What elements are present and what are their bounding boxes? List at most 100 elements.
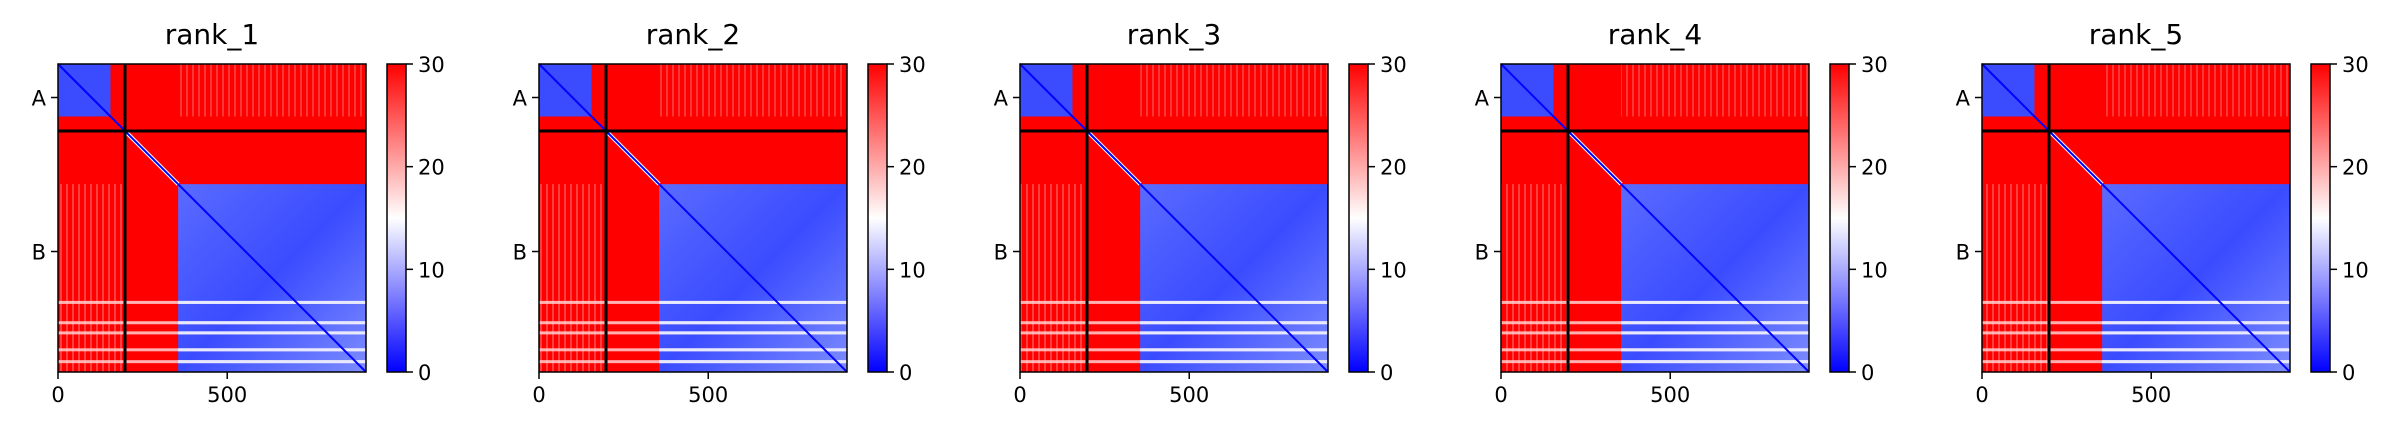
colorbar-frame — [386, 63, 407, 373]
y-tick-label: A — [1475, 87, 1490, 111]
colorbar-tick-label: 20 — [418, 156, 445, 180]
y-tick-label: A — [1956, 87, 1971, 111]
colorbar-tick-label: 20 — [899, 156, 926, 180]
y-tick-label: A — [32, 87, 47, 111]
y-tick-label: B — [513, 241, 527, 265]
offdiag-region-AB — [1140, 64, 1328, 117]
colorbar-tick-label: 20 — [1380, 156, 1407, 180]
colorbar-tick-label: 10 — [899, 258, 926, 282]
panel-title: rank_1 — [165, 18, 259, 51]
x-tick-label: 500 — [688, 383, 728, 407]
offdiag-region-AB — [1621, 64, 1809, 117]
band-row-b — [2102, 300, 2290, 304]
band-row-b — [2102, 348, 2290, 352]
x-tick-label: 0 — [1013, 383, 1026, 407]
diagonal — [1500, 63, 1810, 373]
colorbar — [387, 64, 406, 372]
y-tick-label: B — [1475, 241, 1489, 265]
band-row-b — [659, 300, 847, 304]
band-row-b — [1621, 300, 1809, 304]
panel-title: rank_4 — [1608, 18, 1702, 51]
band-row-b — [1140, 331, 1328, 335]
y-tick-label: B — [1956, 241, 1970, 265]
axes-frame — [1500, 63, 1810, 373]
band-row-b — [1621, 360, 1809, 364]
diagonal-link-core — [1086, 130, 1141, 185]
band-row-b — [659, 331, 847, 335]
colorbar — [868, 64, 887, 372]
band-row-b — [178, 348, 366, 352]
panel-1: rank_1 0 500 A B 0 10 20 30 — [32, 18, 445, 407]
band-row-b — [1140, 360, 1328, 364]
offdiag-region-BA — [1020, 184, 1088, 372]
offdiag-region-AB — [659, 64, 847, 117]
offdiag-region-BA — [58, 184, 126, 372]
panel-3: rank_3 0 500 A B 0 10 20 30 — [994, 18, 1407, 407]
colorbar — [1830, 64, 1849, 372]
colorbar-frame — [867, 63, 888, 373]
colorbar-frame — [1829, 63, 1850, 373]
colorbar-tick-label: 10 — [1861, 258, 1888, 282]
colorbar-tick-label: 30 — [2342, 53, 2369, 77]
colorbar-tick-label: 10 — [1380, 258, 1407, 282]
offdiag-region-BA — [1982, 184, 2050, 372]
axes-frame — [57, 63, 367, 373]
x-tick-label: 0 — [51, 383, 64, 407]
band-row-b — [2102, 360, 2290, 364]
band-row-b — [1621, 348, 1809, 352]
colorbar-frame — [1348, 63, 1369, 373]
axes-frame — [538, 63, 848, 373]
band-row-b — [1140, 321, 1328, 325]
x-tick-label: 0 — [1494, 383, 1507, 407]
band-row-b — [1140, 348, 1328, 352]
band-row-b — [1621, 331, 1809, 335]
band-row-b — [659, 360, 847, 364]
diagonal-link-core — [2048, 130, 2103, 185]
diagonal — [1981, 63, 2291, 373]
y-tick-label: B — [994, 241, 1008, 265]
band-row-b — [178, 300, 366, 304]
colorbar — [2311, 64, 2330, 372]
colorbar-tick-label: 0 — [1380, 361, 1393, 385]
band-row-b — [178, 321, 366, 325]
band-row-b — [659, 348, 847, 352]
panel-title: rank_5 — [2089, 18, 2183, 51]
colorbar-tick-label: 10 — [418, 258, 445, 282]
diagonal-link-core — [1567, 130, 1622, 185]
diagonal — [57, 63, 367, 373]
band-row-b — [2102, 321, 2290, 325]
colorbar-tick-label: 30 — [418, 53, 445, 77]
panel-4: rank_4 0 500 A B 0 10 20 30 — [1475, 18, 1888, 407]
band-row-b — [1621, 321, 1809, 325]
x-tick-label: 0 — [1975, 383, 1988, 407]
y-tick-label: A — [994, 87, 1009, 111]
x-tick-label: 0 — [532, 383, 545, 407]
x-tick-label: 500 — [2131, 383, 2171, 407]
diagonal-link-core — [124, 130, 179, 185]
panel-title: rank_2 — [646, 18, 740, 51]
colorbar-tick-label: 30 — [1380, 53, 1407, 77]
y-tick-label: B — [32, 241, 46, 265]
y-tick-label: A — [513, 87, 528, 111]
band-row-b — [2102, 331, 2290, 335]
colorbar-tick-label: 10 — [2342, 258, 2369, 282]
diagonal — [538, 63, 848, 373]
band-row-b — [1140, 300, 1328, 304]
band-row-b — [659, 321, 847, 325]
colorbar-tick-label: 30 — [1861, 53, 1888, 77]
colorbar-tick-label: 0 — [418, 361, 431, 385]
band-row-b — [178, 360, 366, 364]
colorbar-tick-label: 30 — [899, 53, 926, 77]
colorbar-tick-label: 20 — [1861, 156, 1888, 180]
offdiag-region-BA — [539, 184, 607, 372]
offdiag-region-BA — [1501, 184, 1569, 372]
x-tick-label: 500 — [1169, 383, 1209, 407]
colorbar-frame — [2310, 63, 2331, 373]
diagonal — [1019, 63, 1329, 373]
panel-5: rank_5 0 500 A B 0 10 20 30 — [1956, 18, 2369, 407]
colorbar-tick-label: 20 — [2342, 156, 2369, 180]
colorbar-tick-label: 0 — [1861, 361, 1874, 385]
panel-title: rank_3 — [1127, 18, 1221, 51]
x-tick-label: 500 — [1650, 383, 1690, 407]
